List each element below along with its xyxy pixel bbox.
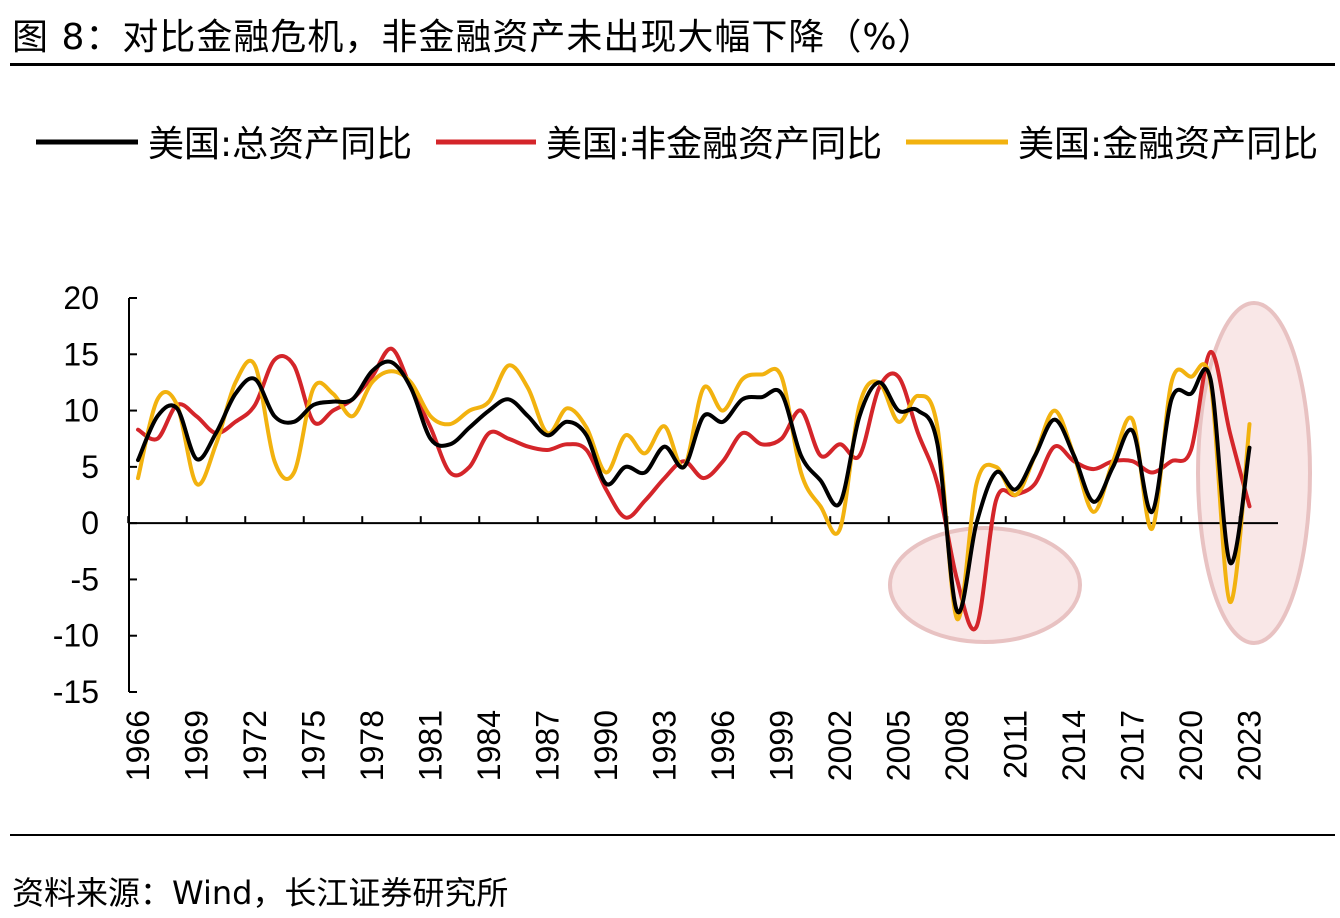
y-tick-label: 20 — [63, 280, 99, 316]
x-tick-label: 1993 — [647, 710, 683, 781]
x-tick-label: 2014 — [1056, 710, 1092, 781]
source-divider — [10, 834, 1335, 836]
figure-title: 图 8：对比金融危机，非金融资产未出现大幅下降（%） — [12, 8, 935, 60]
x-tick-label: 1972 — [237, 710, 273, 781]
x-tick-label: 1996 — [705, 710, 741, 781]
y-tick-label: -15 — [53, 674, 99, 710]
legend-label-total: 美国:总资产同比 — [148, 124, 412, 165]
source-note: 资料来源：Wind，长江证券研究所 — [12, 868, 508, 914]
y-tick-label: 10 — [63, 393, 99, 429]
y-tick-label: 5 — [81, 449, 99, 485]
series-line-total — [136, 359, 1252, 615]
title-divider — [10, 63, 1335, 66]
figure-title-text: 图 8：对比金融危机，非金融资产未出现大幅下降（%） — [12, 17, 935, 58]
x-tick-label: 1975 — [296, 710, 332, 781]
x-tick-label: 2008 — [939, 710, 975, 781]
y-tick-label: -10 — [53, 618, 99, 654]
x-tick-label: 2011 — [998, 710, 1034, 779]
x-tick-label: 1978 — [354, 710, 390, 781]
x-tick-label: 1984 — [471, 710, 507, 781]
x-tick-label: 1981 — [413, 710, 449, 781]
x-tick-label: 2020 — [1173, 710, 1209, 781]
y-tick-label: 15 — [63, 336, 99, 372]
x-tick-label: 2023 — [1232, 710, 1268, 781]
series-line-nonfinancial — [136, 346, 1252, 632]
x-tick-label: 1999 — [764, 710, 800, 781]
legend-label-nonfinancial: 美国:非金融资产同比 — [546, 124, 882, 165]
x-tick-label: 2005 — [881, 710, 917, 781]
source-text: 资料来源：Wind，长江证券研究所 — [12, 874, 509, 912]
x-tick-label: 2002 — [822, 710, 858, 781]
x-tick-label: 1990 — [588, 710, 624, 781]
x-tick-label: 1987 — [530, 710, 566, 781]
x-tick-label: 1969 — [179, 710, 215, 781]
x-tick-label: 1966 — [120, 710, 156, 781]
series-line-financial — [136, 358, 1252, 621]
y-tick-label: -5 — [71, 561, 99, 597]
y-tick-label: 0 — [81, 505, 99, 541]
x-tick-label: 2017 — [1115, 710, 1151, 781]
legend-label-financial: 美国:金融资产同比 — [1018, 124, 1318, 165]
